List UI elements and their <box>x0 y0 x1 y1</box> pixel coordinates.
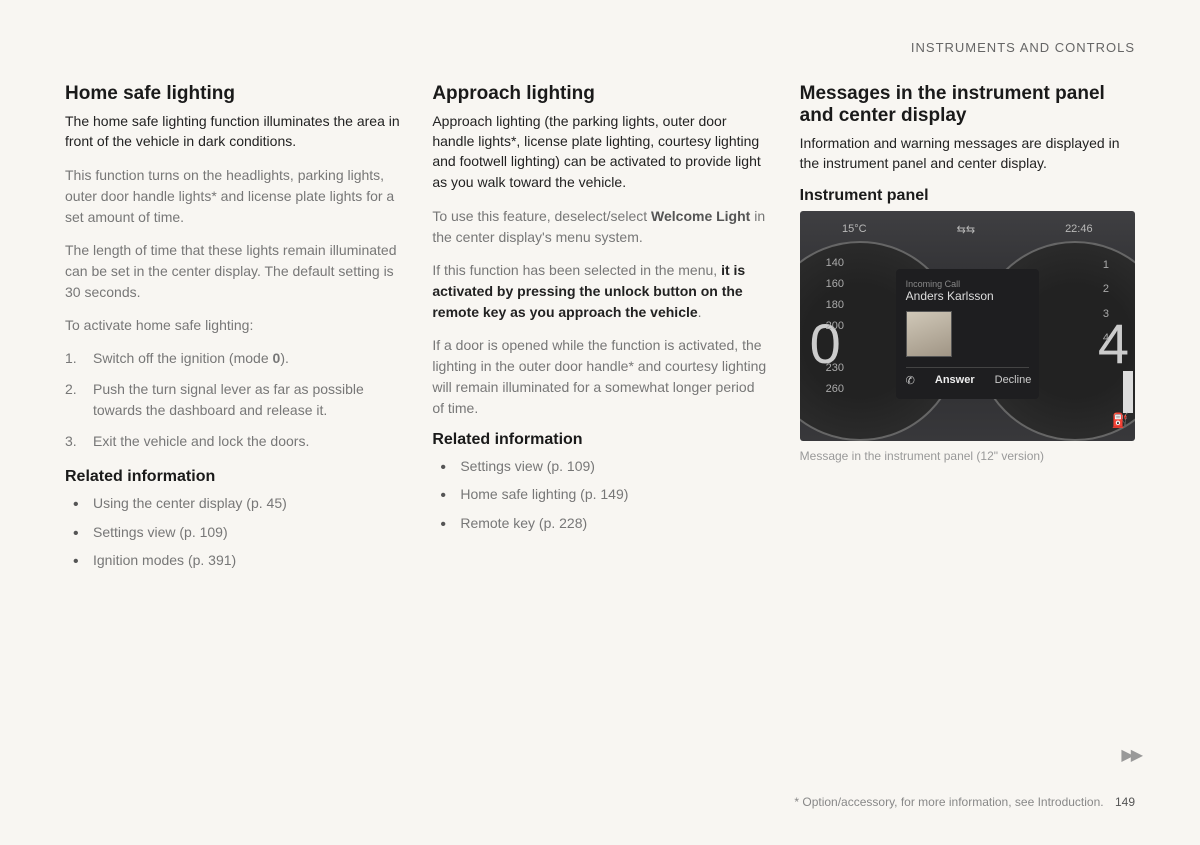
rpm-ticks: 1234 <box>1103 253 1109 350</box>
center-message-box: Incoming Call Anders Karlsson ✆ Answer D… <box>896 269 1039 399</box>
text-fragment: . <box>698 304 702 320</box>
step-item: Push the turn signal lever as far as pos… <box>65 379 400 421</box>
call-actions: ✆ Answer Decline <box>906 367 1029 387</box>
intro-text: The home safe lighting function illumina… <box>65 111 400 152</box>
chapter-header: INSTRUMENTS AND CONTROLS <box>65 40 1135 55</box>
sub-heading: Instrument panel <box>800 187 1135 205</box>
page-number: 149 <box>1115 795 1135 809</box>
step-item: Exit the vehicle and lock the doors. <box>65 431 400 452</box>
panel-top-bar: 15°C ⇆⇆ 22:46 <box>800 223 1135 236</box>
related-item: Using the center display (p. 45) <box>65 492 400 514</box>
related-heading: Related information <box>432 431 767 449</box>
incoming-label: Incoming Call <box>906 279 1029 289</box>
image-id-tag <box>1123 371 1133 413</box>
instrument-panel-figure: 15°C ⇆⇆ 22:46 0 4 140160180200230260 123… <box>800 211 1135 441</box>
related-item: Settings view (p. 109) <box>432 455 767 477</box>
body-paragraph: To use this feature, deselect/select Wel… <box>432 206 767 248</box>
phone-icon: ✆ <box>906 374 915 387</box>
section-title: Messages in the instrument panel and cen… <box>800 83 1135 127</box>
footnote: * Option/accessory, for more information… <box>794 795 1103 809</box>
figure-caption: Message in the instrument panel (12" ver… <box>800 449 1135 463</box>
body-paragraph: If this function has been selected in th… <box>432 260 767 323</box>
fuel-icon: ⛽ <box>1112 412 1129 429</box>
body-paragraph: This function turns on the headlights, p… <box>65 165 400 228</box>
bold-term: Welcome Light <box>651 208 750 224</box>
related-item: Remote key (p. 228) <box>432 512 767 534</box>
related-list: Using the center display (p. 45) Setting… <box>65 492 400 571</box>
status-icons: ⇆⇆ <box>957 223 975 236</box>
column-messages: Messages in the instrument panel and cen… <box>800 83 1135 578</box>
step-item: Switch off the ignition (mode 0). <box>65 348 400 369</box>
body-paragraph: The length of time that these lights rem… <box>65 240 400 303</box>
text-fragment: If this function has been selected in th… <box>432 262 721 278</box>
speed-ticks: 140160180200230260 <box>826 253 844 399</box>
caller-photo <box>906 311 952 357</box>
answer-button[interactable]: Answer <box>935 374 975 387</box>
related-item: Ignition modes (p. 391) <box>65 549 400 571</box>
temp-reading: 15°C <box>842 223 867 236</box>
text-fragment: To use this feature, deselect/select <box>432 208 651 224</box>
body-paragraph: To activate home safe lighting: <box>65 315 400 336</box>
continued-arrows-icon: ▶▶ <box>1121 745 1140 765</box>
section-title: Home safe lighting <box>65 83 400 105</box>
clock: 22:46 <box>1065 223 1093 236</box>
page-footer: * Option/accessory, for more information… <box>794 795 1135 809</box>
column-approach: Approach lighting Approach lighting (the… <box>432 83 767 578</box>
steps-list: Switch off the ignition (mode 0). Push t… <box>65 348 400 452</box>
column-home-safe: Home safe lighting The home safe lightin… <box>65 83 400 578</box>
content-columns: Home safe lighting The home safe lightin… <box>65 83 1135 578</box>
related-heading: Related information <box>65 468 400 486</box>
body-paragraph: If a door is opened while the function i… <box>432 335 767 419</box>
intro-text: Approach lighting (the parking lights, o… <box>432 111 767 192</box>
related-item: Home safe lighting (p. 149) <box>432 483 767 505</box>
section-title: Approach lighting <box>432 83 767 105</box>
related-item: Settings view (p. 109) <box>65 521 400 543</box>
related-list: Settings view (p. 109) Home safe lightin… <box>432 455 767 534</box>
intro-text: Information and warning messages are dis… <box>800 133 1135 174</box>
decline-button[interactable]: Decline <box>995 374 1032 387</box>
caller-name: Anders Karlsson <box>906 289 1029 303</box>
